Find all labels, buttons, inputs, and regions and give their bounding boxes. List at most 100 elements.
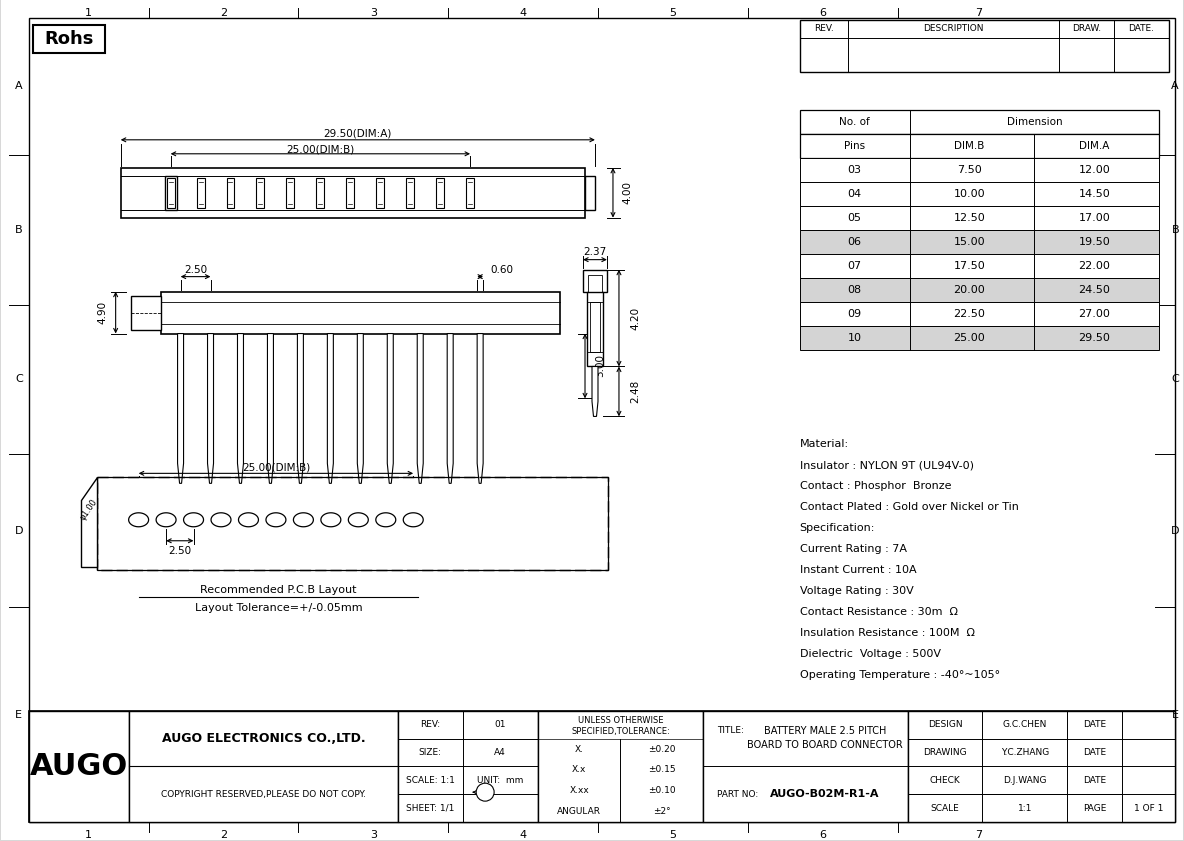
Bar: [799, 254, 1159, 278]
Text: 2.50: 2.50: [168, 546, 192, 556]
Text: Insulation Resistance : 100M  Ω: Insulation Resistance : 100M Ω: [799, 628, 974, 638]
Bar: [316, 177, 324, 208]
Text: 1 OF 1: 1 OF 1: [1134, 803, 1164, 812]
Text: 01: 01: [495, 721, 506, 729]
Text: Current Rating : 7A: Current Rating : 7A: [799, 544, 907, 554]
Bar: [129, 711, 398, 822]
Bar: [799, 20, 1170, 71]
Bar: [588, 275, 601, 292]
Text: 1: 1: [85, 830, 92, 840]
Bar: [799, 325, 1159, 350]
Text: CHECK: CHECK: [929, 775, 960, 785]
Text: D: D: [14, 526, 22, 536]
Text: No. of: No. of: [839, 117, 870, 127]
Text: 22.00: 22.00: [1079, 261, 1111, 271]
Polygon shape: [238, 334, 244, 484]
Text: 4: 4: [520, 830, 527, 840]
Bar: [226, 177, 234, 208]
Text: E: E: [1172, 710, 1179, 720]
Text: 3.00: 3.00: [596, 355, 605, 378]
Text: D.J.WANG: D.J.WANG: [1003, 775, 1047, 785]
Polygon shape: [129, 513, 149, 526]
Text: SCALE: 1:1: SCALE: 1:1: [406, 775, 455, 785]
Text: 20.00: 20.00: [953, 284, 985, 294]
Polygon shape: [211, 513, 231, 526]
Polygon shape: [184, 513, 204, 526]
Bar: [287, 177, 295, 208]
Bar: [436, 177, 444, 208]
Text: 6: 6: [819, 830, 826, 840]
Text: DRAWING: DRAWING: [924, 748, 967, 757]
Bar: [161, 292, 560, 334]
Bar: [799, 182, 1159, 206]
Text: A: A: [1171, 82, 1179, 92]
Text: 04: 04: [848, 188, 862, 198]
Text: 22.50: 22.50: [953, 309, 985, 319]
Polygon shape: [178, 334, 184, 484]
Text: G.C.CHEN: G.C.CHEN: [1003, 721, 1047, 729]
Text: 2: 2: [220, 8, 227, 18]
Bar: [377, 177, 385, 208]
Polygon shape: [327, 334, 334, 484]
Polygon shape: [387, 334, 393, 484]
Text: 17.50: 17.50: [953, 261, 985, 271]
Text: 4.20: 4.20: [630, 306, 639, 330]
Text: 12.00: 12.00: [1079, 165, 1111, 175]
Bar: [585, 176, 596, 209]
Polygon shape: [448, 334, 453, 484]
Text: 7.50: 7.50: [957, 165, 982, 175]
Text: ±2°: ±2°: [652, 807, 670, 816]
Bar: [121, 167, 585, 218]
Text: 15.00: 15.00: [953, 236, 985, 246]
Text: COPYRIGHT RESERVED,PLEASE DO NOT COPY.: COPYRIGHT RESERVED,PLEASE DO NOT COPY.: [161, 790, 366, 799]
Text: Dielectric  Voltage : 500V: Dielectric Voltage : 500V: [799, 649, 941, 659]
Text: ANGULAR: ANGULAR: [558, 807, 601, 816]
Text: 7: 7: [974, 8, 982, 18]
Text: 07: 07: [848, 261, 862, 271]
Text: 25.00(DIM:B): 25.00(DIM:B): [287, 145, 354, 155]
Polygon shape: [417, 334, 423, 484]
Bar: [703, 711, 908, 822]
Text: DIM.A: DIM.A: [1079, 140, 1109, 151]
Text: 10.00: 10.00: [953, 188, 985, 198]
Text: 5: 5: [669, 8, 676, 18]
Text: DATE: DATE: [1083, 721, 1106, 729]
Bar: [799, 278, 1159, 302]
Polygon shape: [156, 513, 176, 526]
Text: Rohs: Rohs: [44, 30, 94, 48]
Text: B: B: [1171, 225, 1179, 235]
Bar: [97, 478, 607, 570]
Text: ±0.10: ±0.10: [648, 786, 675, 796]
Text: BATTERY MALE 2.5 PITCH: BATTERY MALE 2.5 PITCH: [764, 726, 887, 736]
Bar: [406, 177, 414, 208]
Bar: [398, 711, 538, 822]
Text: DESCRIPTION: DESCRIPTION: [924, 24, 984, 34]
Text: 2.50: 2.50: [184, 265, 207, 275]
Text: B: B: [15, 225, 22, 235]
Text: Dimension: Dimension: [1006, 117, 1062, 127]
Text: 14.50: 14.50: [1079, 188, 1111, 198]
Text: X.x: X.x: [572, 765, 586, 775]
Text: 19.50: 19.50: [1079, 236, 1111, 246]
Polygon shape: [477, 334, 483, 484]
Text: Pins: Pins: [844, 140, 866, 151]
Text: 3: 3: [369, 830, 377, 840]
Text: 06: 06: [848, 236, 862, 246]
Polygon shape: [268, 334, 274, 484]
Text: Y.C.ZHANG: Y.C.ZHANG: [1000, 748, 1049, 757]
Bar: [799, 134, 1159, 158]
Text: DIM.B: DIM.B: [954, 140, 985, 151]
Text: DRAW.: DRAW.: [1072, 24, 1101, 34]
Text: 09: 09: [848, 309, 862, 319]
Bar: [799, 158, 1159, 182]
Bar: [799, 302, 1159, 325]
Polygon shape: [404, 513, 423, 526]
Polygon shape: [81, 478, 97, 567]
Polygon shape: [321, 513, 341, 526]
Polygon shape: [348, 513, 368, 526]
Text: ±0.15: ±0.15: [648, 765, 675, 775]
Polygon shape: [238, 513, 258, 526]
Polygon shape: [375, 513, 395, 526]
Polygon shape: [207, 334, 213, 484]
Text: Contact Plated : Gold over Nickel or Tin: Contact Plated : Gold over Nickel or Tin: [799, 502, 1018, 512]
